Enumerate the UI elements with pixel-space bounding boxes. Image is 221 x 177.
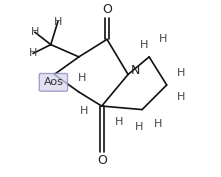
Text: H: H — [177, 68, 185, 78]
FancyBboxPatch shape — [39, 73, 68, 91]
Text: Aos: Aos — [44, 77, 63, 87]
Text: O: O — [102, 3, 112, 16]
Text: H: H — [154, 119, 162, 129]
Text: H: H — [29, 48, 37, 58]
Text: H: H — [54, 17, 62, 27]
Text: H: H — [115, 117, 124, 127]
Text: H: H — [159, 34, 167, 44]
Text: H: H — [80, 106, 88, 116]
Text: H: H — [177, 92, 185, 102]
Text: H: H — [78, 73, 87, 83]
Text: H: H — [140, 40, 148, 50]
Text: H: H — [134, 122, 143, 132]
Text: O: O — [97, 154, 107, 167]
Text: N: N — [130, 64, 140, 78]
Text: H: H — [31, 27, 39, 37]
